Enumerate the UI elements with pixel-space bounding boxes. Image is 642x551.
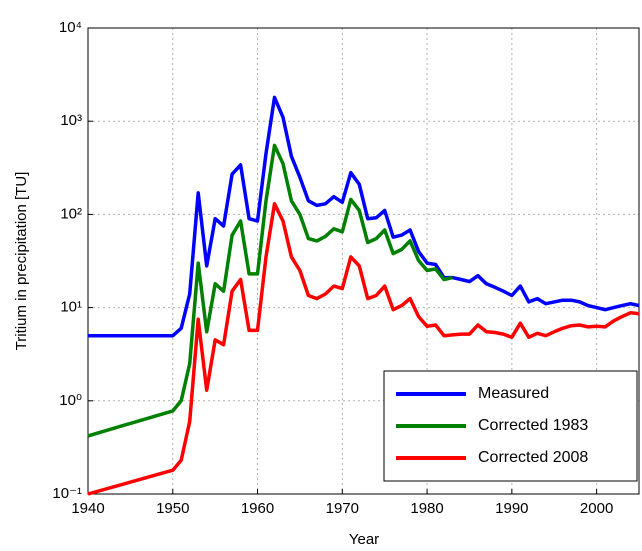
y-tick-label: 10³ [60, 112, 82, 129]
x-tick-label: 1970 [326, 500, 359, 517]
x-tick-label: 1940 [71, 500, 104, 517]
y-tick-label: 10⁰ [59, 392, 82, 409]
legend: Measured Corrected 1983 Corrected 2008 [383, 370, 638, 482]
y-tick-label: 10² [60, 205, 82, 222]
legend-label: Measured [478, 385, 549, 402]
x-tick-label: 2000 [580, 500, 613, 517]
plot-frame [87, 27, 640, 495]
data-line [87, 202, 640, 496]
x-tick-label: 1960 [241, 500, 274, 517]
y-tick-label: 10⁻¹ [52, 485, 82, 502]
y-tick-label: 10¹ [60, 299, 82, 316]
x-tick-label: 1990 [495, 500, 528, 517]
data-line [88, 95, 640, 338]
legend-label: Corrected 1983 [478, 417, 588, 434]
x-tick-label: 1950 [156, 500, 189, 517]
y-tick-label: 10⁴ [59, 19, 82, 36]
y-axis-label: Tritium in precipitation [TU] [13, 172, 30, 351]
x-tick-label: 1980 [410, 500, 443, 517]
data-line [87, 143, 453, 438]
x-axis-label: Year [349, 531, 379, 548]
legend-label: Corrected 2008 [478, 449, 588, 466]
